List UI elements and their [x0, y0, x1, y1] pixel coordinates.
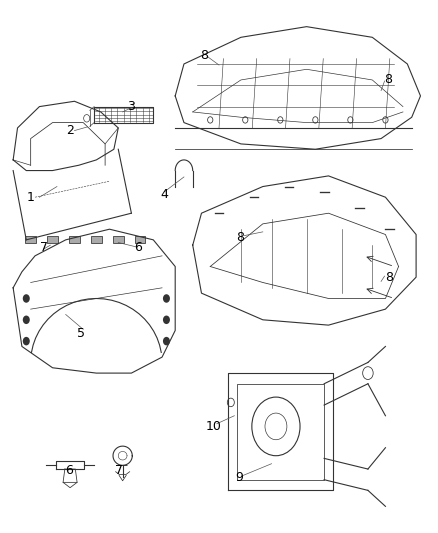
Text: 4: 4 [160, 188, 168, 201]
Bar [25, 236, 36, 243]
Text: 6: 6 [134, 241, 142, 254]
Circle shape [23, 337, 30, 345]
Text: 6: 6 [65, 464, 73, 477]
Circle shape [23, 294, 30, 303]
Text: 7: 7 [40, 241, 48, 254]
Text: 8: 8 [236, 231, 244, 244]
Text: 2: 2 [66, 124, 74, 137]
Text: 9: 9 [235, 471, 243, 483]
Bar [69, 236, 80, 243]
Bar [47, 236, 58, 243]
Circle shape [23, 316, 30, 324]
Circle shape [163, 316, 170, 324]
Circle shape [163, 294, 170, 303]
Text: 5: 5 [77, 327, 85, 340]
Text: 7: 7 [115, 464, 123, 477]
Text: 1: 1 [27, 191, 35, 204]
Circle shape [163, 337, 170, 345]
Text: 3: 3 [127, 100, 135, 113]
Text: 8: 8 [385, 271, 393, 284]
Bar [113, 236, 124, 243]
Bar [135, 236, 145, 243]
Bar [91, 236, 102, 243]
Text: 8: 8 [200, 50, 208, 62]
Text: 8: 8 [384, 74, 392, 86]
Text: 10: 10 [205, 420, 221, 433]
